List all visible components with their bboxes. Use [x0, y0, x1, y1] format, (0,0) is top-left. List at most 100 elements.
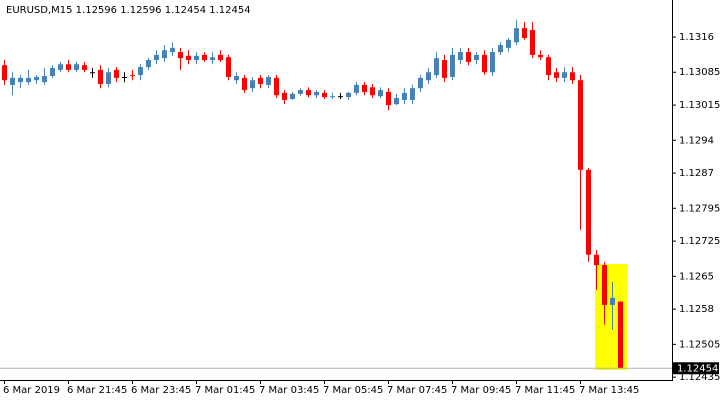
candle-body — [386, 91, 391, 106]
candle-body — [442, 60, 447, 78]
candle-body — [146, 60, 151, 68]
candle-body — [402, 92, 407, 100]
candle-body — [498, 45, 503, 53]
candle-body — [250, 80, 255, 89]
candle-body — [610, 297, 615, 305]
candle-body — [226, 57, 231, 77]
x-tick-label: 7 Mar 07:45 — [387, 385, 447, 396]
candle-body — [282, 92, 287, 100]
candle-body — [202, 54, 207, 61]
candle-body — [354, 84, 359, 93]
candle-body — [194, 55, 199, 61]
candle-body — [530, 30, 535, 55]
candle-body — [466, 52, 471, 62]
candle-body — [490, 52, 495, 73]
candle-body — [98, 69, 103, 84]
candle-body — [562, 72, 567, 78]
candle-body — [434, 58, 439, 76]
candle-body — [106, 72, 111, 84]
y-tick-label: 1.12505 — [679, 339, 720, 350]
x-tick-label: 7 Mar 13:45 — [579, 385, 639, 396]
candle-body — [362, 84, 367, 92]
candle-body — [178, 52, 183, 59]
candle-body — [122, 76, 127, 78]
y-tick-label: 1.1265 — [679, 271, 714, 282]
x-tick-label: 7 Mar 03:45 — [259, 385, 319, 396]
current-price-label: 1.12454 — [677, 363, 718, 374]
candle-body — [554, 72, 559, 78]
x-tick-label: 6 Mar 23:45 — [131, 385, 191, 396]
y-tick-label: 1.13015 — [679, 100, 720, 111]
candle-body — [90, 72, 95, 74]
candle-body — [338, 96, 343, 98]
candle-body — [42, 76, 47, 83]
candle-body — [82, 65, 87, 70]
y-tick-label: 1.1287 — [679, 168, 714, 179]
candle-body — [234, 76, 239, 81]
candle-body — [538, 54, 543, 58]
candle-body — [138, 67, 143, 76]
current-price-box — [673, 362, 719, 375]
x-tick-label: 6 Mar 21:45 — [67, 385, 127, 396]
candle-body — [314, 91, 319, 96]
candle-body — [66, 64, 71, 70]
candle-body — [274, 77, 279, 96]
x-tick-label: 7 Mar 01:45 — [195, 385, 255, 396]
x-tick-label: 7 Mar 05:45 — [323, 385, 383, 396]
y-tick-label: 1.1258 — [679, 304, 714, 315]
y-tick-label: 1.12435 — [679, 372, 720, 383]
candle-body — [10, 77, 15, 85]
candle-body — [426, 72, 431, 81]
candle-body — [306, 90, 311, 96]
candle-body — [162, 50, 167, 59]
candle-body — [474, 54, 479, 61]
candle-body — [34, 76, 39, 81]
y-tick-label: 1.1294 — [679, 135, 714, 146]
candle-body — [418, 77, 423, 89]
x-tick-label: 6 Mar 2019 — [3, 385, 60, 396]
y-tick-label: 1.12725 — [679, 236, 720, 247]
y-tick-label: 1.12795 — [679, 203, 720, 214]
candle-body — [330, 96, 335, 98]
candle-body — [514, 28, 519, 43]
candle-body — [394, 98, 399, 105]
candle-body — [258, 77, 263, 84]
candle-body — [50, 68, 55, 76]
candle-body — [546, 57, 551, 76]
candle-body — [186, 55, 191, 61]
candle-body — [290, 93, 295, 99]
candle-body — [130, 75, 135, 77]
candle-body — [578, 80, 583, 170]
candle-body — [210, 57, 215, 61]
candle-body — [450, 54, 455, 77]
x-tick-label: 7 Mar 11:45 — [515, 385, 575, 396]
candle-body — [378, 90, 383, 97]
candle-body — [482, 54, 487, 73]
candle-body — [154, 54, 159, 61]
candle-body — [522, 28, 527, 38]
candle-body — [2, 65, 7, 81]
y-tick-label: 1.13085 — [679, 67, 720, 78]
candle-body — [570, 72, 575, 81]
candle-body — [242, 77, 247, 91]
candle-body — [586, 169, 591, 255]
x-tick-label: 7 Mar 09:45 — [451, 385, 511, 396]
candle-body — [410, 88, 415, 100]
candle-body — [298, 90, 303, 94]
candle-body — [266, 76, 271, 85]
candle-body — [346, 92, 351, 98]
y-tick-label: 1.1316 — [679, 32, 714, 43]
candle-body — [170, 47, 175, 53]
candle-body — [18, 77, 23, 83]
candle-body — [602, 265, 607, 305]
candle-body — [618, 301, 623, 369]
candle-body — [322, 92, 327, 98]
candle-body — [218, 54, 223, 61]
candle-body — [506, 39, 511, 48]
candle-body — [370, 87, 375, 96]
candle-body — [26, 77, 31, 83]
candle-body — [74, 64, 79, 70]
candle-body — [58, 64, 63, 70]
chart-title: EURUSD,M15 1.12596 1.12596 1.12454 1.124… — [6, 5, 251, 16]
